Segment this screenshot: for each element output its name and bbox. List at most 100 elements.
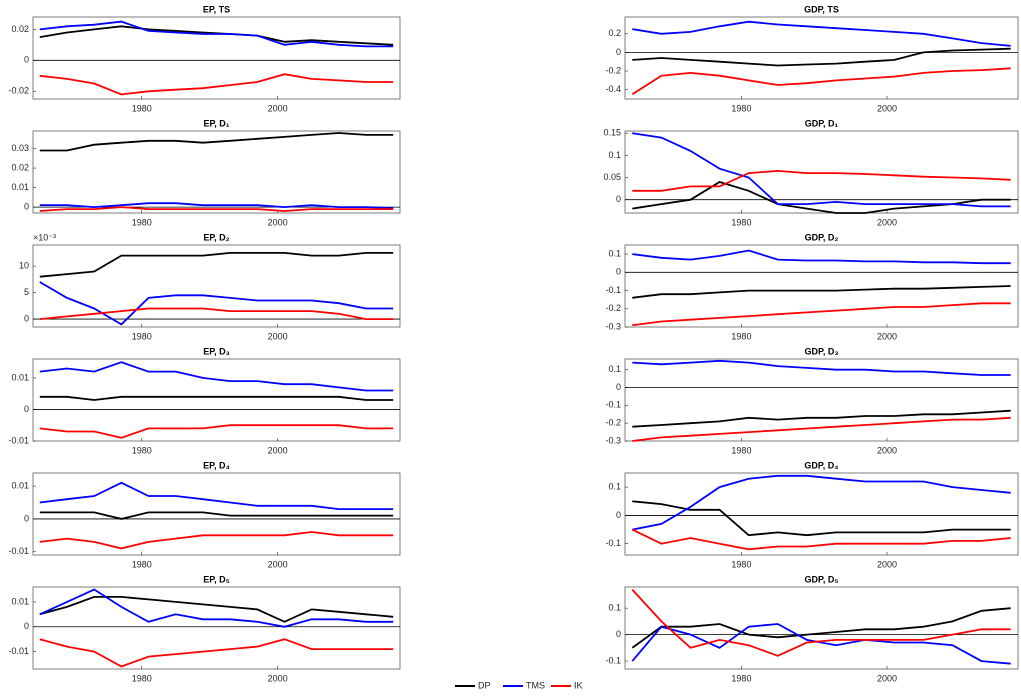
series-line (632, 132, 1011, 208)
y-tick-label: 0.05 (603, 172, 621, 182)
y-tick-label: 0.02 (11, 24, 29, 34)
plot-area (32, 586, 401, 670)
plot-area (624, 586, 1019, 670)
y-tick-label: 0 (616, 47, 621, 57)
plot-area (624, 358, 1019, 442)
x-tick-label: 2000 (268, 673, 288, 683)
y-tick-label: 0 (616, 629, 621, 639)
series-line (39, 20, 394, 48)
series-line (632, 359, 1011, 376)
y-tick-label: 0 (616, 382, 621, 392)
series-line (631, 623, 1011, 665)
x-tick-label: 2000 (268, 103, 288, 113)
y-tick-label: 0 (24, 202, 29, 212)
y-tick-label: -0.2 (605, 418, 621, 428)
x-tick-label: 1980 (731, 445, 751, 455)
x-tick-label: 1980 (132, 103, 152, 113)
series-line (632, 409, 1011, 428)
panel-title: EP, D₅ (203, 574, 229, 584)
legend-label: TMS (526, 680, 545, 690)
series-line (39, 424, 394, 439)
series-line (632, 302, 1011, 327)
series-line (631, 528, 1011, 551)
series-line (631, 588, 1011, 657)
y-tick-label: -0.3 (605, 321, 621, 331)
x-tick-label: 1980 (731, 673, 751, 683)
x-tick-label: 2000 (877, 559, 897, 569)
plot-area (32, 16, 401, 100)
y-tick-label: 0 (24, 513, 29, 523)
series-line (39, 395, 394, 401)
panel-title: EP, D₃ (203, 346, 230, 356)
x-tick-label: 2000 (268, 217, 288, 227)
x-tick-label: 1980 (731, 217, 751, 227)
y-tick-label: -0.1 (605, 538, 621, 548)
panel-title: GDP, D₃ (804, 346, 838, 356)
y-tick-label: -0.01 (8, 546, 29, 556)
y-tick-label: -0.3 (605, 435, 621, 445)
y-tick-label: -0.1 (605, 655, 621, 665)
y-tick-label: 0 (24, 313, 29, 323)
x-tick-label: 1980 (132, 673, 152, 683)
y-tick-label: -0.1 (605, 285, 621, 295)
series-line (39, 596, 394, 623)
plot-area (624, 472, 1019, 556)
series-line (632, 416, 1011, 442)
legend-label: IK (574, 680, 583, 690)
series-line (631, 67, 1011, 96)
plot-area (32, 130, 401, 214)
y-tick-label: 0.01 (11, 480, 29, 490)
series-line (39, 281, 394, 326)
x-tick-label: 2000 (877, 331, 897, 341)
panel-title: GDP, D₅ (805, 574, 839, 584)
series-line (39, 132, 394, 152)
series-line (39, 206, 394, 212)
y-tick-label: 0 (24, 404, 29, 414)
y-tick-label: 0 (24, 55, 29, 65)
series-line (39, 73, 394, 96)
x-tick-label: 2000 (877, 673, 897, 683)
plot-area (624, 16, 1019, 100)
y-tick-label: -0.2 (605, 303, 621, 313)
legend-label: DP (478, 680, 491, 690)
series-line (39, 307, 394, 320)
x-tick-label: 1980 (132, 445, 152, 455)
y-tick-label: 0 (616, 194, 621, 204)
series-line (632, 285, 1011, 299)
x-tick-label: 1980 (132, 559, 152, 569)
x-tick-label: 1980 (132, 331, 152, 341)
series-line (39, 588, 394, 628)
series-line (39, 481, 394, 510)
x-tick-label: 1980 (731, 559, 751, 569)
y-tick-label: 10 (19, 261, 29, 271)
y-tick-label: -0.1 (605, 400, 621, 410)
y-tick-label: -0.01 (8, 435, 29, 445)
y-tick-label: -0.02 (8, 86, 29, 96)
x-tick-label: 1980 (132, 217, 152, 227)
y-tick-label: 0.1 (608, 248, 621, 258)
y-tick-label: 0.1 (608, 364, 621, 374)
y-tick-label: 0.02 (11, 162, 29, 172)
y-tick-label: 0 (616, 267, 621, 277)
panel-title: EP, D₄ (203, 460, 230, 470)
y-tick-label: 0 (616, 510, 621, 520)
x-tick-label: 2000 (268, 445, 288, 455)
x-tick-label: 2000 (877, 217, 897, 227)
series-line (632, 474, 1011, 531)
plot-area (624, 244, 1019, 328)
panel-title: EP, D₂ (203, 232, 229, 242)
series-line (39, 202, 394, 209)
series-line (632, 500, 1011, 537)
x-tick-label: 2000 (268, 331, 288, 341)
panel-title: GDP, D₄ (804, 460, 838, 470)
y-tick-label: 0.2 (608, 28, 621, 38)
y-tick-label: 0.1 (608, 482, 621, 492)
y-tick-label: 0.01 (11, 596, 29, 606)
y-multiplier: ×10⁻³ (33, 232, 56, 242)
panel-title: EP, D₁ (203, 118, 229, 128)
panel-title: GDP, D₁ (805, 118, 839, 128)
y-tick-label: -0.2 (605, 65, 621, 75)
series-line (39, 511, 394, 520)
x-tick-label: 2000 (877, 103, 897, 113)
